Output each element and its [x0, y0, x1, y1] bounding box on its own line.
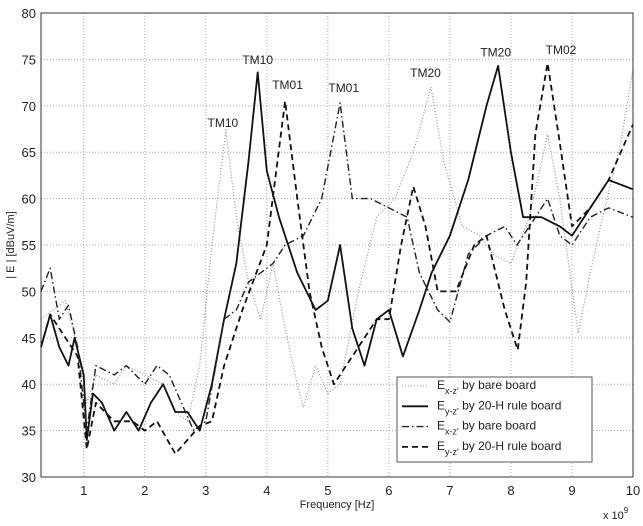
legend-symbol: E: [437, 419, 445, 433]
series-line-dashdot: [40, 102, 634, 432]
legend-subscript: x-z': [445, 427, 459, 437]
x-multiplier: x 109: [603, 506, 629, 522]
series-group: [40, 62, 634, 455]
mode-annotation: TM02: [546, 43, 577, 57]
y-tick-label: 45: [22, 331, 36, 346]
x-tick-label: 2: [141, 483, 148, 498]
series-line-solid: [40, 65, 634, 441]
mode-annotation: TM20: [410, 66, 441, 80]
x-tick-label: 6: [385, 483, 392, 498]
legend-text: by 20-H rule board: [459, 398, 562, 412]
mode-annotation: TM01: [272, 78, 303, 92]
mode-annotation: TM10: [208, 116, 239, 130]
y-tick-label: 30: [22, 470, 36, 485]
annotations: TM10 TM10 TM01 TM01 TM20 TM20 TM02: [208, 43, 577, 130]
x-tick-label: 8: [507, 483, 514, 498]
y-tick-label: 75: [22, 52, 36, 67]
mode-annotation: TM20: [480, 46, 511, 60]
legend-symbol: E: [437, 378, 445, 392]
legend-subscript: x-z': [445, 386, 459, 396]
y-tick-label: 35: [22, 424, 36, 439]
legend-symbol: E: [437, 398, 445, 412]
x-multiplier-exp: 9: [624, 506, 629, 515]
y-tick-label: 60: [22, 192, 36, 207]
legend-symbol: E: [437, 439, 445, 453]
x-tick-label: 7: [446, 483, 453, 498]
plot-frame: [40, 12, 634, 478]
y-tick-label: 70: [22, 99, 36, 114]
legend-text: by 20-H rule board: [459, 439, 562, 453]
y-tick-label: 40: [22, 377, 36, 392]
legend-entry-label: Ey-z' by 20-H rule board: [437, 439, 561, 457]
mode-annotation: TM01: [328, 81, 359, 95]
legend-entry-label: Ey-z' by 20-H rule board: [437, 398, 561, 416]
legend-subscript: y-z': [445, 447, 459, 457]
x-tick-label: 10: [626, 483, 640, 498]
x-tick-label: 9: [568, 483, 575, 498]
x-axis-label: Frequency [Hz]: [300, 499, 375, 511]
x-multiplier-base: x 10: [603, 510, 624, 522]
x-tick-label: 3: [202, 483, 209, 498]
legend-entry-label: Ex-z' by bare board: [437, 378, 536, 396]
legend-subscript: y-z': [445, 406, 459, 416]
legend-entry-label: Ex-z' by bare board: [437, 419, 536, 437]
legend-box: [396, 376, 593, 463]
legend-text: by bare board: [459, 419, 536, 433]
y-tick-label: 50: [22, 284, 36, 299]
y-tick-label: 80: [22, 6, 36, 21]
y-tick-label: 65: [22, 145, 36, 160]
legend-text: by bare board: [459, 378, 536, 392]
series-line-dashed: [40, 62, 634, 455]
mode-annotation: TM10: [242, 53, 273, 67]
y-axis-label: | E | [dBuV/m]: [5, 211, 17, 278]
x-tick-label: 5: [324, 483, 331, 498]
x-tick-label: 4: [263, 483, 270, 498]
y-tick-label: 55: [22, 238, 36, 253]
x-tick-label: 1: [80, 483, 87, 498]
